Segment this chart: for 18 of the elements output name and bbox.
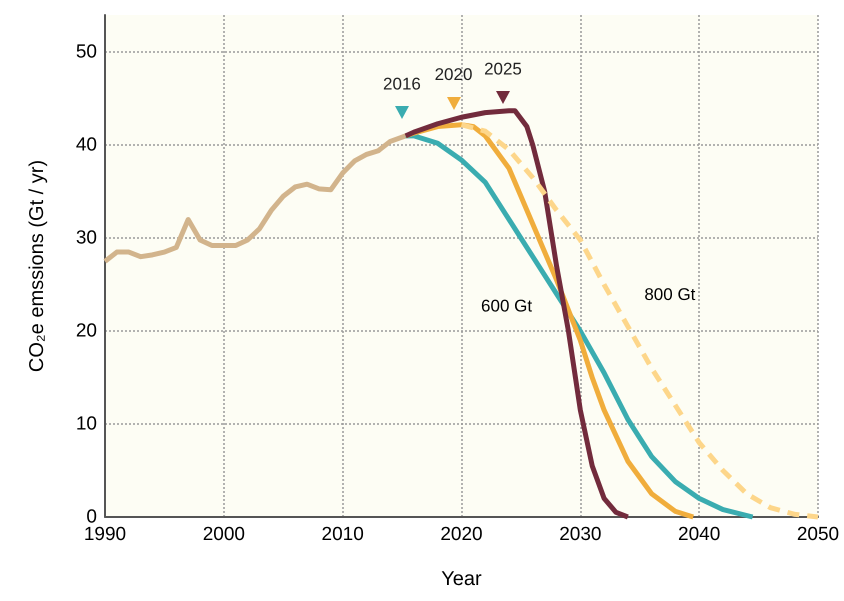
annotation: 2016 xyxy=(383,74,421,94)
y-axis-title: CO₂e emssions (Gt / yr) xyxy=(26,160,48,372)
x-tick-label: 2040 xyxy=(678,524,720,545)
x-axis-title: Year xyxy=(441,568,482,590)
annotation: 800 Gt xyxy=(644,284,696,304)
x-tick-label: 2030 xyxy=(559,524,602,545)
annotation: 2025 xyxy=(484,59,522,78)
y-tick-label: 20 xyxy=(76,320,97,342)
x-tick-label: 2010 xyxy=(322,524,364,545)
y-tick-label: 50 xyxy=(76,42,97,63)
x-tick-label: 2050 xyxy=(796,524,840,545)
x-tick-label: 2020 xyxy=(440,524,483,545)
y-tick-label: 30 xyxy=(76,228,97,249)
annotation: 600 Gt xyxy=(481,296,532,316)
x-tick-label: 2000 xyxy=(202,524,245,545)
y-tick-label: 10 xyxy=(76,414,97,435)
y-tick-label: 40 xyxy=(76,134,97,156)
annotation: 2020 xyxy=(434,65,472,84)
